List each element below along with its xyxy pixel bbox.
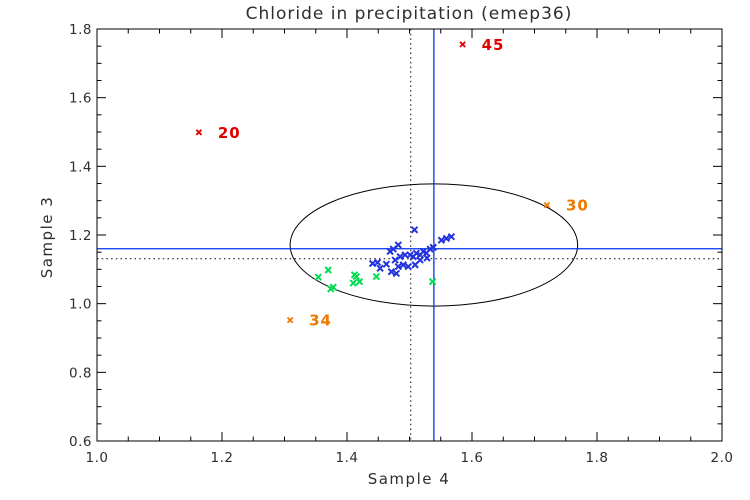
data-point-marker (324, 266, 332, 274)
x-axis-label: Sample 4 (368, 470, 451, 488)
y-tick-label: 1.8 (69, 22, 92, 38)
data-point-marker (429, 243, 437, 252)
outlier-marker-45 (459, 41, 466, 48)
data-point-marker (386, 247, 394, 256)
y-axis-label: Sample 3 (38, 196, 56, 279)
data-point-marker (392, 269, 401, 278)
axes-frame-layer (96, 28, 723, 442)
x-tick-label: 1.0 (86, 450, 109, 466)
y-tick-label: 0.6 (69, 434, 92, 450)
data-point-marker (352, 272, 361, 281)
x-tick-label: 2.0 (711, 450, 734, 466)
data-points-layer (195, 41, 551, 324)
data-point-marker (428, 277, 437, 286)
tick-labels-layer: 1.0 1.2 1.4 1.6 1.8 2.0 0.6 0.8 1.0 1.2 1.4 1.6 1.8 (69, 22, 733, 466)
data-point-marker (372, 272, 381, 281)
data-point-marker (437, 236, 446, 244)
y-tick-label: 1.6 (69, 91, 92, 107)
data-point-marker (373, 258, 382, 267)
data-point-marker (327, 285, 335, 293)
data-point-marker (349, 279, 357, 287)
outlier-label-20: 20 (218, 124, 241, 142)
data-point-marker (391, 256, 399, 264)
y-tick-label: 1.4 (69, 159, 92, 175)
data-point-marker (416, 256, 424, 264)
outlier-label-30: 30 (566, 197, 589, 215)
data-point-marker (410, 226, 419, 234)
data-point-marker (412, 249, 421, 257)
outlier-label-45: 45 (482, 36, 505, 54)
chart-title: Chloride in precipitation (emep36) (246, 4, 573, 24)
reference-lines-layer (97, 29, 722, 441)
plot-frame (96, 28, 723, 442)
x-tick-label: 1.6 (461, 450, 484, 466)
x-tick-label: 1.2 (211, 450, 234, 466)
data-point-marker (368, 259, 377, 268)
data-point-marker (314, 273, 322, 281)
outlier-marker-20 (195, 129, 203, 136)
data-point-marker (423, 254, 431, 262)
outlier-label-34: 34 (309, 312, 332, 330)
outlier-marker-34 (286, 316, 294, 324)
data-point-marker (396, 252, 404, 261)
data-point-marker (355, 277, 364, 286)
x-tick-label: 1.8 (586, 450, 609, 466)
data-point-marker (447, 233, 456, 241)
y-tick-label: 1.0 (69, 297, 92, 313)
data-point-marker (399, 261, 407, 269)
y-tick-label: 0.8 (69, 365, 92, 381)
y-tick-label: 1.2 (69, 228, 92, 244)
data-point-marker (376, 264, 384, 273)
outlier-labels-layer: 45 20 30 34 (218, 36, 589, 330)
x-tick-label: 1.4 (336, 450, 359, 466)
data-point-marker (394, 262, 402, 271)
data-point-marker (382, 260, 391, 268)
data-point-marker (394, 241, 402, 249)
data-point-marker (404, 262, 412, 271)
data-point-marker (442, 234, 451, 243)
data-point-marker (387, 268, 396, 276)
outlier-marker-30 (543, 201, 551, 209)
